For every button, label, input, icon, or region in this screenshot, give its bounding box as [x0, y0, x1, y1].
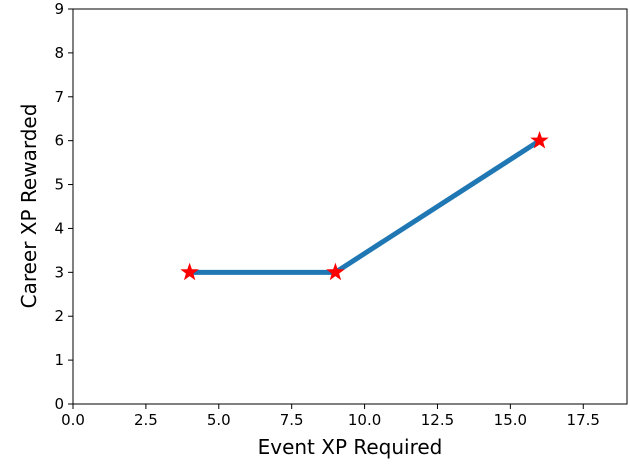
- y-tick-label: 4: [54, 219, 64, 237]
- data-point-star: [326, 262, 345, 281]
- x-axis-ticks: 0.0 2.5 5.0 7.5 10.0 12.5 15.0 17.5: [61, 404, 600, 429]
- y-tick-label: 2: [54, 307, 64, 325]
- x-axis-label: Event XP Required: [258, 435, 443, 459]
- y-tick-label: 6: [54, 132, 64, 150]
- data-point-star: [530, 130, 549, 149]
- y-tick-label: 3: [54, 263, 64, 281]
- y-axis-label: Career XP Rewarded: [17, 104, 41, 309]
- y-tick-label: 0: [54, 395, 64, 413]
- y-tick-label: 8: [54, 44, 64, 62]
- x-tick-label: 12.5: [421, 411, 454, 429]
- x-tick-label: 17.5: [567, 411, 600, 429]
- x-tick-label: 2.5: [134, 411, 158, 429]
- y-axis-ticks: 0 1 2 3 4 5 6 7 8 9: [54, 0, 73, 413]
- x-tick-label: 10.0: [348, 411, 381, 429]
- y-tick-label: 5: [54, 176, 64, 194]
- x-tick-label: 7.5: [280, 411, 304, 429]
- x-tick-label: 15.0: [494, 411, 527, 429]
- series-layer: [180, 130, 549, 281]
- y-tick-label: 1: [54, 351, 64, 369]
- plot-area: [72, 8, 628, 405]
- data-point-star: [180, 262, 199, 281]
- y-tick-label: 7: [54, 88, 64, 106]
- x-tick-label: 0.0: [61, 411, 85, 429]
- y-tick-label: 9: [54, 0, 64, 18]
- x-tick-label: 5.0: [207, 411, 231, 429]
